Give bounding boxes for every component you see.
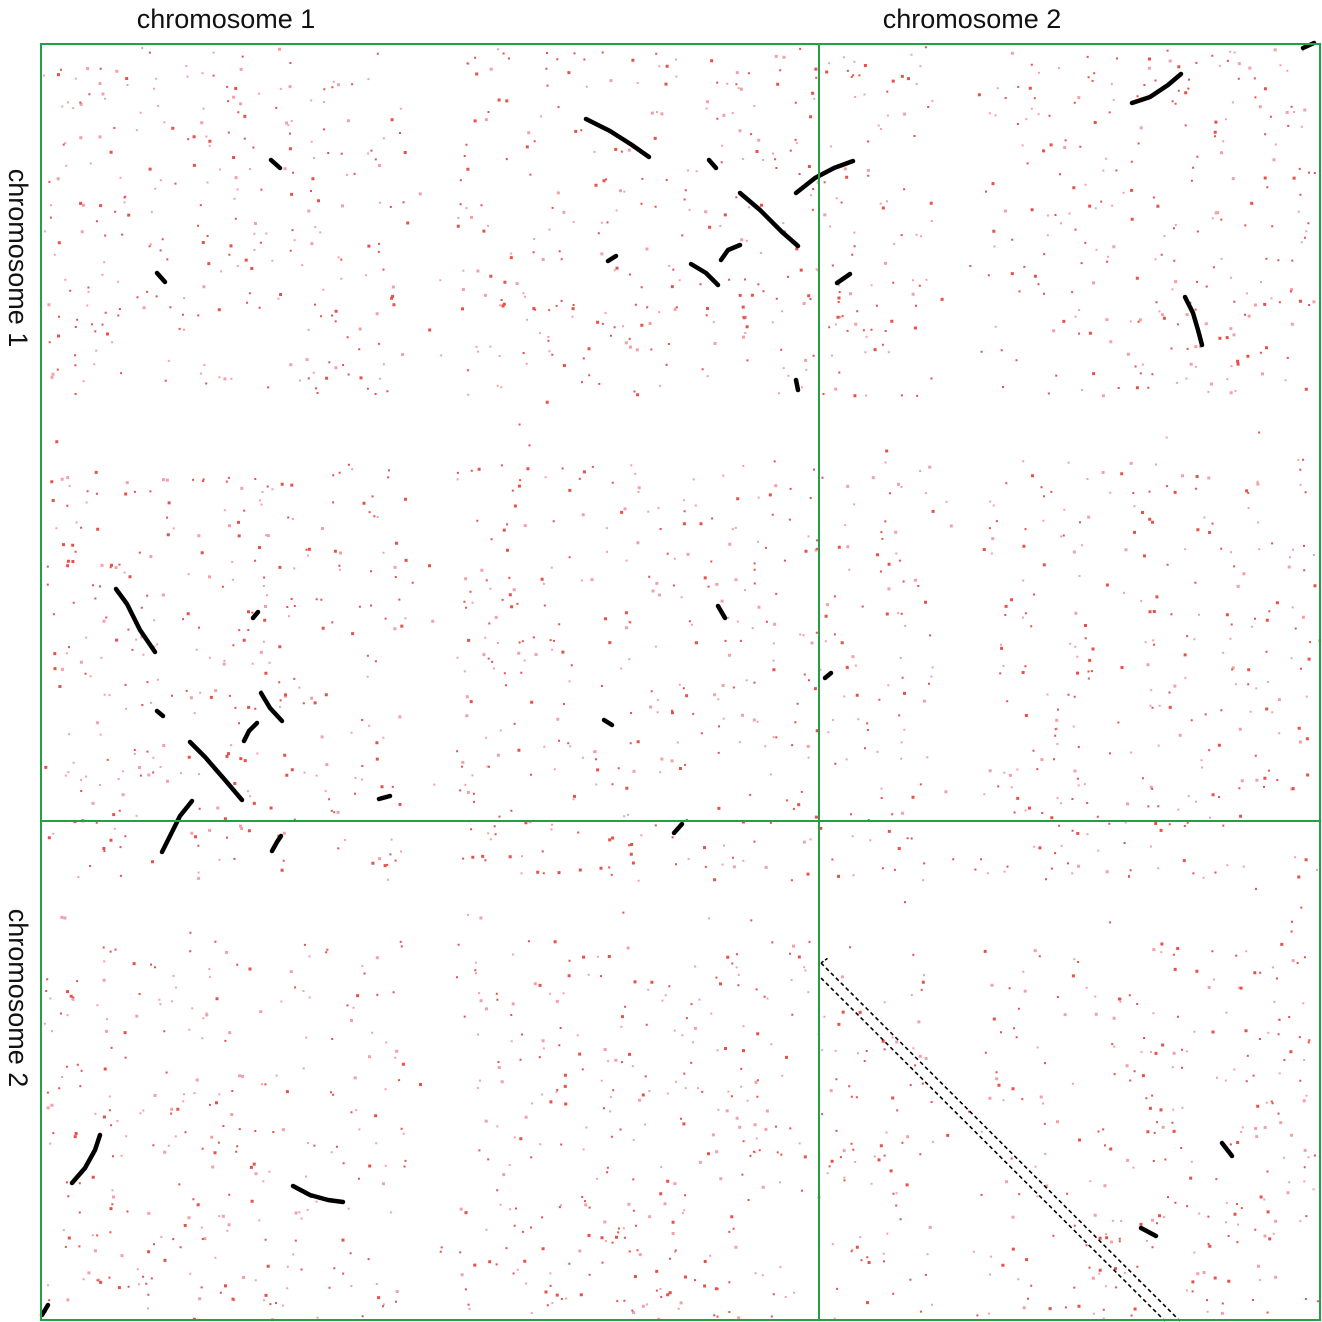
synteny-block-18 xyxy=(154,708,166,719)
synteny-block-16 xyxy=(250,609,261,621)
synteny-block-32 xyxy=(39,1302,51,1318)
synteny-block-9 xyxy=(718,242,743,263)
synteny-block-15 xyxy=(113,586,158,655)
band-cap xyxy=(820,957,829,964)
synteny-block-22 xyxy=(601,717,615,728)
synteny-block-21 xyxy=(187,739,245,803)
synteny-block-5 xyxy=(793,158,856,196)
synteny-block-7 xyxy=(605,253,619,264)
synteny-block-31 xyxy=(1138,1225,1159,1239)
synteny-block-30 xyxy=(1219,1140,1235,1159)
column-label-chromosome-2: chromosome 2 xyxy=(882,4,1062,34)
synteny-block-26 xyxy=(269,833,284,854)
band-edge-upper xyxy=(820,962,1181,1322)
synteny-block-28 xyxy=(69,1132,103,1186)
column-label-chromosome-1: chromosome 1 xyxy=(136,4,316,34)
synteny-block-10 xyxy=(834,271,853,286)
band-edge-lower xyxy=(820,977,1166,1322)
synteny-block-13 xyxy=(1182,294,1205,348)
self-diagonal-band xyxy=(820,957,1181,1322)
synteny-block-17 xyxy=(715,603,728,621)
grid-frame xyxy=(40,43,1321,1321)
synteny-block-6 xyxy=(737,190,801,249)
noise-dots-light xyxy=(43,47,1322,1322)
synteny-block-14 xyxy=(793,377,801,393)
background-match-dots xyxy=(43,46,1322,1322)
row-label-chromosome-2: chromosome 2 xyxy=(3,908,33,1088)
synteny-blocks xyxy=(39,40,1317,1318)
synteny-block-20 xyxy=(241,720,260,744)
synteny-block-11 xyxy=(1129,71,1184,106)
synteny-block-2 xyxy=(154,270,168,285)
noise-dots-dense xyxy=(44,46,1321,1321)
synteny-block-29 xyxy=(290,1183,346,1205)
synteny-block-23 xyxy=(822,670,834,681)
synteny-block-24 xyxy=(376,793,393,802)
synteny-block-25 xyxy=(159,798,195,855)
synteny-block-1 xyxy=(268,157,283,171)
synteny-block-27 xyxy=(671,821,685,836)
row-label-chromosome-1: chromosome 1 xyxy=(3,168,33,348)
synteny-block-3 xyxy=(583,116,652,160)
chromosome-grid xyxy=(40,43,1321,1321)
synteny-block-4 xyxy=(706,157,719,171)
synteny-block-8 xyxy=(688,261,721,288)
synteny-block-19 xyxy=(258,690,285,724)
